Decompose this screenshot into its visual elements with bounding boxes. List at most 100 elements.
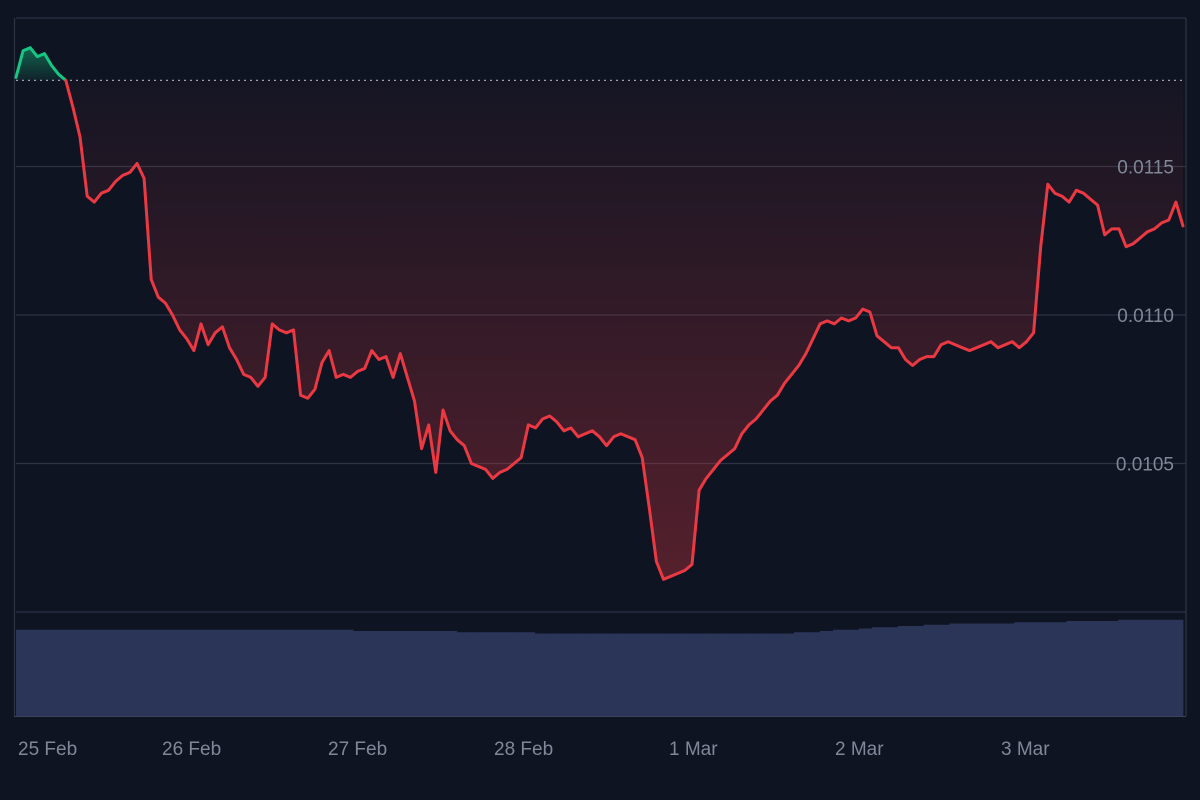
volume-bar <box>716 633 730 716</box>
volume-bar <box>1040 622 1054 716</box>
volume-bar <box>729 633 743 716</box>
volume-bar <box>1157 619 1171 716</box>
price-line <box>14 46 1185 581</box>
price-area <box>16 47 1183 580</box>
volume-bar <box>586 633 600 716</box>
volume-bar <box>340 629 354 716</box>
volume-bar <box>106 629 121 716</box>
y-tick-label: 0.0105 <box>1116 455 1174 476</box>
volume-bar <box>1131 619 1145 716</box>
volume-bar <box>249 629 263 716</box>
volume-bar <box>184 629 198 716</box>
volume-bar <box>417 631 432 716</box>
volume-bar <box>962 623 976 716</box>
volume-bar <box>28 629 43 716</box>
y-tick-label: 0.0110 <box>1117 306 1174 327</box>
volume-bar <box>495 632 510 716</box>
volume-bar <box>158 629 172 716</box>
volume-bar <box>638 633 652 716</box>
volume-bar <box>1053 622 1067 716</box>
volume-bar <box>884 627 899 716</box>
x-tick-label: 26 Feb <box>162 739 221 760</box>
volume-bar <box>794 632 808 716</box>
volume-bar <box>366 631 380 716</box>
volume-bar <box>171 629 185 716</box>
volume-bar <box>1014 622 1028 716</box>
x-axis-labels: 25 Feb 26 Feb 27 Feb 28 Feb 1 Mar 2 Mar 3 Mar <box>18 739 1050 760</box>
volume-bar <box>1092 621 1106 716</box>
volume-bar <box>521 632 536 716</box>
volume-bar <box>16 629 30 716</box>
volume-bar <box>534 633 549 716</box>
volume-bar <box>275 629 289 716</box>
volume-bar <box>379 631 393 716</box>
volume-bar <box>1118 619 1132 716</box>
volume-bar <box>832 629 847 716</box>
volume-bar <box>949 623 963 716</box>
area-up <box>16 47 66 81</box>
volume-bar <box>871 627 886 716</box>
volume-bar <box>677 633 691 716</box>
volume-bar <box>80 629 95 716</box>
volume-bar <box>430 631 445 716</box>
volume-bar <box>301 629 315 716</box>
volume-bar <box>223 629 237 716</box>
volume-bar <box>210 629 224 716</box>
volume-bar <box>132 629 147 716</box>
volume-bar <box>975 623 989 716</box>
volume-bar <box>405 631 419 716</box>
volume-bar <box>923 624 938 716</box>
volume-bar <box>443 631 458 716</box>
x-tick-label: 27 Feb <box>328 739 387 760</box>
volume-bar <box>910 626 925 716</box>
volume-bar <box>1170 619 1184 716</box>
x-tick-label: 2 Mar <box>835 739 884 760</box>
volume-bar <box>482 632 497 716</box>
area-down <box>65 80 1183 580</box>
volume-bar <box>768 633 782 716</box>
volume-bar <box>703 633 717 716</box>
volume-bar <box>41 629 56 716</box>
volume-bar <box>1027 622 1041 716</box>
volume-bar <box>508 632 523 716</box>
volume-bar <box>690 633 704 716</box>
volume-bar <box>936 624 950 716</box>
volume-bar <box>547 633 561 716</box>
volume-bar <box>845 629 860 716</box>
volume-bar <box>145 629 160 716</box>
volume-bar <box>1144 619 1158 716</box>
volume-bar <box>197 629 211 716</box>
volume-bar <box>353 631 367 716</box>
volume-bar <box>469 632 484 716</box>
series-line-down <box>64 78 1185 581</box>
volume-bar <box>54 629 69 716</box>
volume-bar <box>93 629 108 716</box>
volume-bar <box>781 633 795 716</box>
volume-bar <box>392 631 406 716</box>
volume-bar <box>1079 621 1093 716</box>
volume-bar <box>742 633 756 716</box>
volume-bar <box>858 628 873 716</box>
volume-bar <box>599 633 613 716</box>
volume-bar <box>67 629 82 716</box>
volume-bar <box>314 629 328 716</box>
volume-bar <box>573 633 587 716</box>
x-tick-label: 25 Feb <box>18 739 77 760</box>
volume-bar <box>119 629 134 716</box>
volume-bar <box>1066 621 1080 716</box>
volume-bar <box>1001 623 1015 716</box>
volume-bar <box>897 626 912 716</box>
y-tick-label: 0.0115 <box>1117 158 1174 179</box>
volume-bar <box>755 633 769 716</box>
volume-bar <box>262 629 276 716</box>
volume-bar <box>560 633 574 716</box>
volume-bar <box>612 633 626 716</box>
volume-bar <box>236 629 250 716</box>
volume-bar <box>664 633 678 716</box>
volume-bars <box>14 619 1186 717</box>
x-tick-label: 28 Feb <box>494 739 553 760</box>
series-line-up <box>14 46 68 82</box>
volume-bar <box>625 633 639 716</box>
